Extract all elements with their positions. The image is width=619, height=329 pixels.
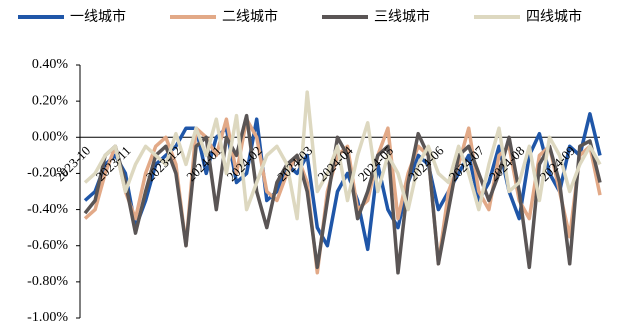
y-tick-label: 0.20% <box>32 93 69 108</box>
y-tick-label: 0.40% <box>32 57 69 72</box>
series-line <box>83 113 602 275</box>
y-tick-label: -1.00% <box>27 310 68 325</box>
series-line <box>83 90 602 221</box>
y-tick-label: -0.60% <box>27 238 68 253</box>
y-tick-label: -0.80% <box>27 274 68 289</box>
x-tick-label: 2023-10 <box>52 143 93 184</box>
legend-label: 一线城市 <box>70 8 126 25</box>
y-tick-label: -0.20% <box>27 166 68 181</box>
legend-label: 四线城市 <box>526 8 582 25</box>
legend-label: 二线城市 <box>222 8 278 25</box>
y-tick-label: 0.00% <box>32 130 69 145</box>
legend-label: 三线城市 <box>374 8 430 25</box>
y-tick-label: -0.40% <box>27 202 68 217</box>
